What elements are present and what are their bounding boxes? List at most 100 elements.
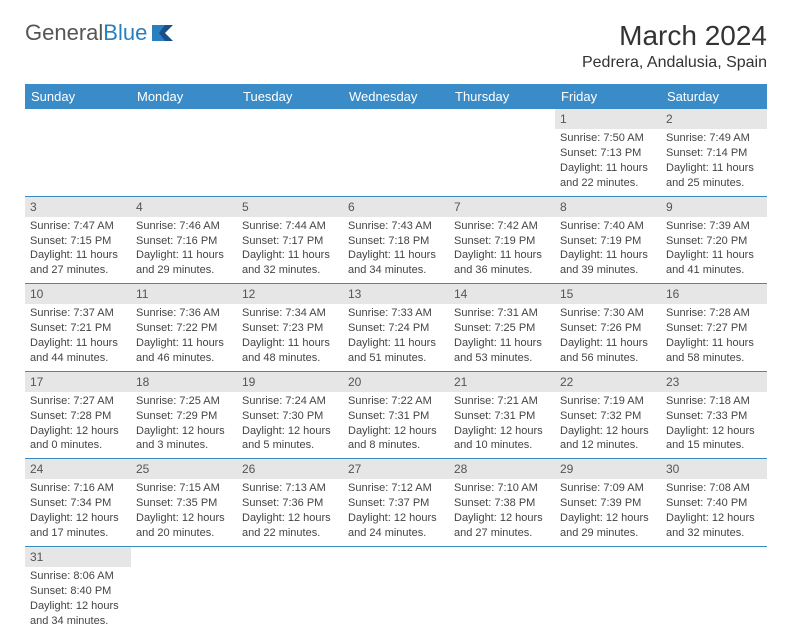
flag-icon (151, 24, 179, 42)
calendar-day-cell: 31Sunrise: 8:06 AMSunset: 8:40 PMDayligh… (25, 546, 131, 633)
day-detail-line: Sunset: 7:35 PM (136, 496, 232, 511)
calendar-day-cell: 1Sunrise: 7:50 AMSunset: 7:13 PMDaylight… (555, 109, 661, 196)
day-detail-line: Daylight: 12 hours (454, 511, 550, 526)
calendar-day-cell: 14Sunrise: 7:31 AMSunset: 7:25 PMDayligh… (449, 284, 555, 372)
weekday-header: Saturday (661, 84, 767, 109)
day-number: 29 (555, 459, 661, 479)
day-number: 11 (131, 284, 237, 304)
calendar-day-cell: 4Sunrise: 7:46 AMSunset: 7:16 PMDaylight… (131, 196, 237, 284)
day-detail-line: Sunrise: 7:22 AM (348, 394, 444, 409)
calendar-day-cell (237, 546, 343, 633)
calendar-day-cell (131, 546, 237, 633)
day-detail-line: Sunrise: 7:19 AM (560, 394, 656, 409)
day-detail-line: Daylight: 11 hours (666, 161, 762, 176)
calendar-day-cell: 23Sunrise: 7:18 AMSunset: 7:33 PMDayligh… (661, 371, 767, 459)
calendar-day-cell: 22Sunrise: 7:19 AMSunset: 7:32 PMDayligh… (555, 371, 661, 459)
calendar-day-cell: 18Sunrise: 7:25 AMSunset: 7:29 PMDayligh… (131, 371, 237, 459)
calendar-day-cell: 30Sunrise: 7:08 AMSunset: 7:40 PMDayligh… (661, 459, 767, 547)
day-number: 24 (25, 459, 131, 479)
day-detail-line: Daylight: 12 hours (666, 424, 762, 439)
calendar-day-cell: 19Sunrise: 7:24 AMSunset: 7:30 PMDayligh… (237, 371, 343, 459)
calendar-table: Sunday Monday Tuesday Wednesday Thursday… (25, 84, 767, 633)
day-detail-line: Daylight: 11 hours (136, 248, 232, 263)
calendar-day-cell: 2Sunrise: 7:49 AMSunset: 7:14 PMDaylight… (661, 109, 767, 196)
day-detail-line: Sunset: 7:18 PM (348, 234, 444, 249)
day-number: 2 (661, 109, 767, 129)
day-detail-line: and 25 minutes. (666, 176, 762, 191)
day-number: 25 (131, 459, 237, 479)
day-number: 18 (131, 372, 237, 392)
calendar-day-cell: 15Sunrise: 7:30 AMSunset: 7:26 PMDayligh… (555, 284, 661, 372)
calendar-week-row: 24Sunrise: 7:16 AMSunset: 7:34 PMDayligh… (25, 459, 767, 547)
calendar-week-row: 17Sunrise: 7:27 AMSunset: 7:28 PMDayligh… (25, 371, 767, 459)
day-number: 27 (343, 459, 449, 479)
logo: GeneralBlue (25, 20, 179, 46)
day-detail-line: Sunrise: 7:13 AM (242, 481, 338, 496)
day-detail-line: and 58 minutes. (666, 351, 762, 366)
calendar-day-cell: 8Sunrise: 7:40 AMSunset: 7:19 PMDaylight… (555, 196, 661, 284)
day-detail-line: Sunset: 7:34 PM (30, 496, 126, 511)
day-detail-line: Sunrise: 7:10 AM (454, 481, 550, 496)
weekday-header: Friday (555, 84, 661, 109)
day-detail-line: Sunrise: 7:43 AM (348, 219, 444, 234)
calendar-day-cell (25, 109, 131, 196)
day-detail-line: Daylight: 11 hours (136, 336, 232, 351)
calendar-day-cell: 12Sunrise: 7:34 AMSunset: 7:23 PMDayligh… (237, 284, 343, 372)
day-detail-line: and 17 minutes. (30, 526, 126, 541)
day-detail-line: Sunset: 7:13 PM (560, 146, 656, 161)
weekday-header: Tuesday (237, 84, 343, 109)
day-detail-line: Daylight: 11 hours (242, 336, 338, 351)
day-number: 1 (555, 109, 661, 129)
day-detail-line: and 20 minutes. (136, 526, 232, 541)
day-detail-line: Sunset: 7:31 PM (348, 409, 444, 424)
day-detail-line: Sunset: 7:27 PM (666, 321, 762, 336)
day-detail-line: Sunset: 7:40 PM (666, 496, 762, 511)
day-detail-line: Sunset: 7:24 PM (348, 321, 444, 336)
calendar-day-cell: 9Sunrise: 7:39 AMSunset: 7:20 PMDaylight… (661, 196, 767, 284)
calendar-day-cell: 7Sunrise: 7:42 AMSunset: 7:19 PMDaylight… (449, 196, 555, 284)
day-detail-line: Sunrise: 7:47 AM (30, 219, 126, 234)
day-detail-line: Sunrise: 7:30 AM (560, 306, 656, 321)
calendar-day-cell (555, 546, 661, 633)
day-detail-line: Sunrise: 7:27 AM (30, 394, 126, 409)
calendar-day-cell: 11Sunrise: 7:36 AMSunset: 7:22 PMDayligh… (131, 284, 237, 372)
day-detail-line: Daylight: 11 hours (560, 248, 656, 263)
day-detail-line: Sunrise: 7:21 AM (454, 394, 550, 409)
day-detail-line: Sunrise: 7:49 AM (666, 131, 762, 146)
day-detail-line: Daylight: 11 hours (30, 248, 126, 263)
day-number: 13 (343, 284, 449, 304)
day-detail-line: Sunrise: 7:37 AM (30, 306, 126, 321)
day-detail-line: Sunrise: 8:06 AM (30, 569, 126, 584)
calendar-day-cell: 6Sunrise: 7:43 AMSunset: 7:18 PMDaylight… (343, 196, 449, 284)
day-detail-line: Sunset: 7:33 PM (666, 409, 762, 424)
day-detail-line: and 15 minutes. (666, 438, 762, 453)
day-number: 20 (343, 372, 449, 392)
day-detail-line: Sunset: 7:21 PM (30, 321, 126, 336)
day-detail-line: Sunset: 8:40 PM (30, 584, 126, 599)
day-detail-line: Sunset: 7:16 PM (136, 234, 232, 249)
day-number: 4 (131, 197, 237, 217)
day-detail-line: and 24 minutes. (348, 526, 444, 541)
day-detail-line: Sunrise: 7:39 AM (666, 219, 762, 234)
day-detail-line: and 27 minutes. (30, 263, 126, 278)
day-detail-line: and 44 minutes. (30, 351, 126, 366)
day-detail-line: and 56 minutes. (560, 351, 656, 366)
location: Pedrera, Andalusia, Spain (582, 54, 767, 72)
weekday-header: Wednesday (343, 84, 449, 109)
day-detail-line: and 34 minutes. (348, 263, 444, 278)
day-detail-line: Sunset: 7:31 PM (454, 409, 550, 424)
day-number: 16 (661, 284, 767, 304)
day-detail-line: Sunset: 7:30 PM (242, 409, 338, 424)
day-detail-line: and 10 minutes. (454, 438, 550, 453)
day-detail-line: and 32 minutes. (666, 526, 762, 541)
day-detail-line: Sunrise: 7:25 AM (136, 394, 232, 409)
logo-brand-b: Blue (103, 20, 147, 45)
day-detail-line: and 22 minutes. (560, 176, 656, 191)
calendar-day-cell (131, 109, 237, 196)
calendar-day-cell: 17Sunrise: 7:27 AMSunset: 7:28 PMDayligh… (25, 371, 131, 459)
day-detail-line: Sunrise: 7:18 AM (666, 394, 762, 409)
day-detail-line: Sunrise: 7:12 AM (348, 481, 444, 496)
day-detail-line: Sunset: 7:29 PM (136, 409, 232, 424)
day-detail-line: and 53 minutes. (454, 351, 550, 366)
calendar-day-cell: 3Sunrise: 7:47 AMSunset: 7:15 PMDaylight… (25, 196, 131, 284)
